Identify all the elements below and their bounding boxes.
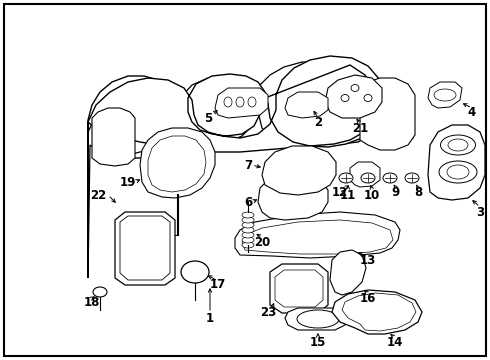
Ellipse shape bbox=[351, 85, 359, 91]
Text: 22: 22 bbox=[90, 189, 106, 202]
Ellipse shape bbox=[297, 310, 339, 328]
Text: 1: 1 bbox=[206, 311, 214, 324]
Ellipse shape bbox=[448, 139, 468, 151]
Ellipse shape bbox=[439, 161, 477, 183]
Text: 14: 14 bbox=[387, 336, 403, 348]
Text: 9: 9 bbox=[392, 185, 400, 198]
Polygon shape bbox=[330, 250, 366, 295]
Ellipse shape bbox=[341, 94, 349, 102]
Ellipse shape bbox=[93, 287, 107, 297]
Text: 16: 16 bbox=[360, 292, 376, 305]
Polygon shape bbox=[115, 212, 175, 285]
Polygon shape bbox=[258, 175, 328, 220]
Polygon shape bbox=[360, 78, 415, 150]
Polygon shape bbox=[275, 270, 323, 307]
Ellipse shape bbox=[361, 173, 375, 183]
Polygon shape bbox=[140, 128, 215, 198]
Ellipse shape bbox=[242, 237, 254, 243]
Text: 23: 23 bbox=[260, 306, 276, 319]
Polygon shape bbox=[332, 290, 422, 334]
Ellipse shape bbox=[242, 222, 254, 228]
Ellipse shape bbox=[383, 173, 397, 183]
Ellipse shape bbox=[242, 212, 254, 218]
Text: 13: 13 bbox=[360, 253, 376, 266]
Polygon shape bbox=[215, 88, 268, 118]
Ellipse shape bbox=[405, 173, 419, 183]
Ellipse shape bbox=[364, 94, 372, 102]
Polygon shape bbox=[120, 216, 170, 280]
Text: 10: 10 bbox=[364, 189, 380, 202]
Text: 7: 7 bbox=[244, 158, 252, 171]
Polygon shape bbox=[428, 82, 462, 108]
Polygon shape bbox=[235, 212, 400, 258]
Ellipse shape bbox=[242, 232, 254, 238]
Polygon shape bbox=[262, 146, 336, 195]
Text: 18: 18 bbox=[84, 296, 100, 309]
Text: 21: 21 bbox=[352, 122, 368, 135]
Ellipse shape bbox=[447, 165, 469, 179]
Text: 5: 5 bbox=[204, 112, 212, 125]
Text: 17: 17 bbox=[210, 279, 226, 292]
Polygon shape bbox=[148, 136, 206, 192]
Ellipse shape bbox=[248, 97, 256, 107]
Polygon shape bbox=[88, 62, 366, 278]
Text: 4: 4 bbox=[468, 105, 476, 118]
Text: 8: 8 bbox=[414, 185, 422, 198]
Ellipse shape bbox=[339, 173, 353, 183]
Text: 20: 20 bbox=[254, 235, 270, 248]
Polygon shape bbox=[88, 72, 386, 165]
Polygon shape bbox=[242, 220, 393, 254]
Ellipse shape bbox=[242, 242, 254, 248]
Polygon shape bbox=[428, 125, 485, 200]
Text: 3: 3 bbox=[476, 206, 484, 219]
Polygon shape bbox=[342, 293, 416, 331]
Ellipse shape bbox=[242, 217, 254, 223]
Text: 15: 15 bbox=[310, 336, 326, 348]
Text: 19: 19 bbox=[120, 176, 136, 189]
Polygon shape bbox=[88, 56, 386, 278]
Polygon shape bbox=[285, 308, 348, 330]
Ellipse shape bbox=[434, 89, 456, 101]
Polygon shape bbox=[285, 92, 328, 118]
Polygon shape bbox=[92, 108, 135, 166]
Text: 2: 2 bbox=[314, 116, 322, 129]
Text: 6: 6 bbox=[244, 195, 252, 208]
Ellipse shape bbox=[441, 135, 475, 155]
Ellipse shape bbox=[242, 227, 254, 233]
Polygon shape bbox=[325, 75, 382, 118]
Polygon shape bbox=[270, 264, 328, 313]
Ellipse shape bbox=[181, 261, 209, 283]
Ellipse shape bbox=[236, 97, 244, 107]
Polygon shape bbox=[350, 162, 380, 187]
Ellipse shape bbox=[224, 97, 232, 107]
Text: 11: 11 bbox=[340, 189, 356, 202]
Text: 12: 12 bbox=[332, 185, 348, 198]
